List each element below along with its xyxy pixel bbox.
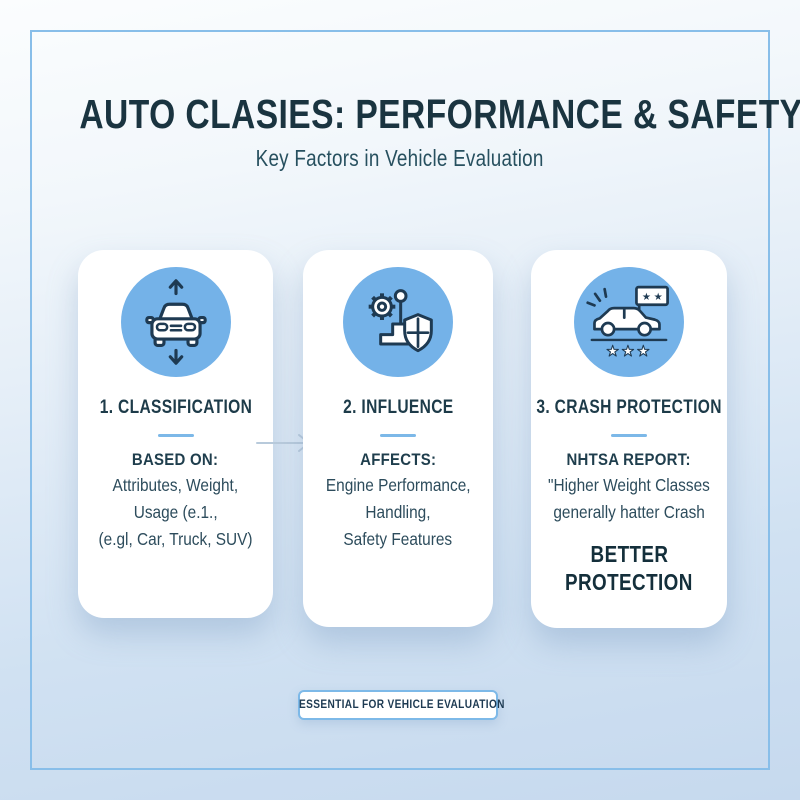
svg-text:★★★: ★★★ xyxy=(606,342,652,360)
icon-circle: ★★ ★★★ xyxy=(574,267,684,377)
page-title: AUTO CLASIES: PERFORMANCE & SAFETY xyxy=(0,92,800,136)
page-subtitle-text: Key Factors in Vehicle Evaluation xyxy=(255,145,545,171)
card-divider xyxy=(380,434,416,437)
car-front-arrows-icon xyxy=(144,279,207,365)
icon-circle xyxy=(343,267,453,377)
card-crash-protection: ★★ ★★★ 3. CRASH PROTECTION NHTSA REPORT:… xyxy=(531,250,727,628)
card-label: NHTSA REPORT: xyxy=(566,450,692,469)
card-classification: 1. CLASSIFICATION BASED ON: Attributes, … xyxy=(78,250,273,618)
body-line: Handling, xyxy=(365,502,431,522)
card-heading: 2. INFLUENCE xyxy=(342,397,454,418)
card-body: Attributes, Weight, Usage (e.1., (e.gl, … xyxy=(88,472,263,553)
body-line: Safety Features xyxy=(343,529,453,549)
gearshift-shield-icon xyxy=(368,289,433,353)
card-divider xyxy=(157,434,194,437)
body-line: "Higher Weight Classes xyxy=(548,475,710,495)
footer-badge: ESSENTIAL FOR VEHICLE EVALUATION xyxy=(298,690,504,720)
crash-rating-stars-icon: ★★ ★★★ xyxy=(586,285,669,361)
card-heading: 3. CRASH PROTECTION xyxy=(536,397,722,418)
card-divider xyxy=(611,434,647,437)
svg-text:★★: ★★ xyxy=(642,292,666,303)
icon-circle xyxy=(120,267,231,377)
page-subtitle: Key Factors in Vehicle Evaluation xyxy=(0,144,800,172)
badge-label: ESSENTIAL FOR VEHICLE EVALUATION xyxy=(298,699,505,711)
card-body: "Higher Weight Classes generally hatter … xyxy=(537,472,721,526)
body-line: generally hatter Crash xyxy=(553,502,705,522)
page-title-text: AUTO CLASIES: PERFORMANCE & SAFETY xyxy=(79,91,800,137)
card-label: BASED ON: xyxy=(132,450,219,469)
card-heading: 1. CLASSIFICATION xyxy=(99,397,252,418)
body-line: (e.gl, Car, Truck, SUV) xyxy=(98,529,253,549)
emphasis-text: BETTER PROTECTION xyxy=(565,541,693,595)
body-line: Usage (e.1., xyxy=(133,502,218,522)
card-influence: 2. INFLUENCE AFFECTS: Engine Performance… xyxy=(303,250,493,627)
card-label: AFFECTS: xyxy=(359,450,437,469)
body-line: Attributes, Weight, xyxy=(112,475,239,495)
body-line: Engine Performance, xyxy=(325,475,471,495)
card-body: Engine Performance, Handling, Safety Fea… xyxy=(316,472,480,553)
